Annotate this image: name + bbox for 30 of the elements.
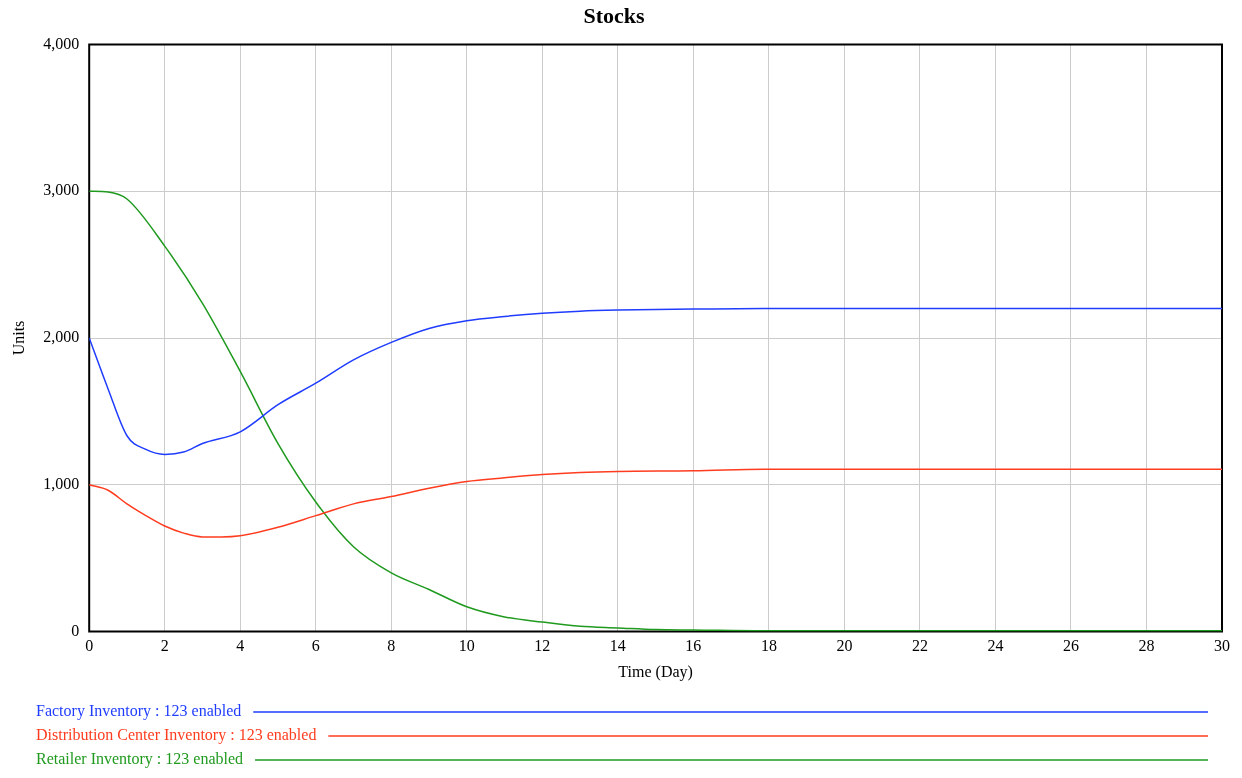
x-tick-label: 18 bbox=[760, 637, 777, 655]
line-series bbox=[89, 468, 1222, 538]
x-tick-label: 10 bbox=[458, 637, 475, 655]
x-tick-label: 8 bbox=[387, 637, 396, 655]
y-tick-label: 4,000 bbox=[43, 34, 80, 52]
x-tick-label: 6 bbox=[311, 637, 320, 655]
x-tick-label: 26 bbox=[1062, 637, 1079, 655]
line-series bbox=[89, 190, 1222, 632]
chart-title: Stocks bbox=[583, 2, 645, 28]
x-tick-label: 2 bbox=[160, 637, 169, 655]
y-tick-label: 3,000 bbox=[43, 181, 80, 199]
text: Retailer Inventory : 123 enabled bbox=[36, 750, 244, 769]
x-tick-label: 30 bbox=[1214, 637, 1230, 655]
line-series bbox=[89, 307, 1222, 456]
x-tick-label: 14 bbox=[609, 637, 626, 655]
y-tick-label: 0 bbox=[71, 621, 80, 639]
x-tick-label: 20 bbox=[836, 637, 853, 655]
text: Distribution Center Inventory : 123 enabled bbox=[36, 726, 317, 745]
y-tick-label: 2,000 bbox=[43, 328, 80, 346]
text: Factory Inventory : 123 enabled bbox=[36, 702, 242, 721]
x-tick-label: 22 bbox=[911, 637, 928, 655]
x-tick-label: 24 bbox=[987, 637, 1004, 655]
x-tick-label: 28 bbox=[1138, 637, 1155, 655]
x-tick-label: 0 bbox=[85, 637, 94, 655]
x-axis-title: Time (Day) bbox=[618, 662, 693, 681]
x-tick-label: 4 bbox=[236, 637, 245, 655]
y-axis-title: Units bbox=[9, 320, 27, 356]
y-tick-label: 1,000 bbox=[43, 475, 80, 492]
x-tick-label: 12 bbox=[534, 637, 551, 655]
x-tick-label: 16 bbox=[685, 637, 702, 655]
